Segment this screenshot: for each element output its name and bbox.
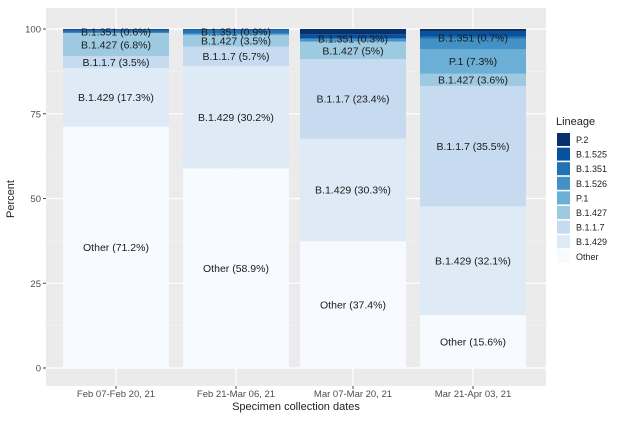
bar-data-label: B.1.1.7 (5.7%) [202, 51, 269, 63]
legend-swatch [557, 148, 570, 161]
bar-data-label: B.1.427 (3.6%) [438, 75, 508, 87]
x-tick-label: Feb 07-Feb 20, 21 [77, 389, 155, 400]
bar-data-label: B.1.351 (0.9%) [201, 27, 271, 39]
bar-data-label: B.1.429 (30.3%) [315, 185, 391, 197]
x-tick-label: Mar 07-Mar 20, 21 [314, 389, 392, 400]
legend-swatch [557, 162, 570, 175]
legend-label: Other [576, 252, 599, 262]
legend-swatch [557, 191, 570, 204]
bar-data-label: Other (37.4%) [320, 299, 386, 311]
bar-data-label: B.1.429 (32.1%) [435, 256, 511, 268]
bar-data-label: P.1 (7.3%) [449, 56, 497, 68]
legend-label: B.1.429 [576, 237, 607, 247]
legend-label: P.1 [576, 193, 588, 203]
bar-data-label: Other (58.9%) [203, 263, 269, 275]
bar-data-label: Other (71.2%) [83, 242, 149, 254]
bar-data-label: B.1.1.7 (23.4%) [317, 94, 390, 106]
x-tick-label: Feb 21-Mar 06, 21 [197, 389, 275, 400]
x-axis: Feb 07-Feb 20, 21 Feb 21-Mar 06, 21 Mar 07… [77, 386, 511, 400]
legend-label: B.1.526 [576, 179, 607, 189]
bar-data-label: Other (15.6%) [440, 336, 506, 348]
x-tick-label: Mar 21-Apr 03, 21 [435, 389, 512, 400]
bar-data-label: B.1.1.7 (35.5%) [437, 141, 510, 153]
legend-label: B.1.525 [576, 150, 607, 160]
bar-data-label: B.1.429 (17.3%) [78, 92, 154, 104]
bar-segment [420, 29, 526, 32]
bar-data-label: B.1.427 (5%) [322, 45, 383, 57]
y-tick-label: 100 [25, 25, 41, 36]
legend-title: Lineage [556, 116, 595, 128]
y-tick-label: 50 [30, 194, 41, 205]
legend: Lineage P.2 B.1.525 B.1.351 B.1.526 P.1 B.1.4… [556, 116, 607, 263]
bar-data-label: B.1.351 (0.3%) [318, 33, 388, 45]
bar-data-label: B.1.351 (0.7%) [438, 32, 508, 44]
y-tick-label: 75 [30, 109, 41, 120]
bar-data-label: B.1.351 (0.6%) [81, 27, 151, 39]
y-axis-title: Percent [5, 180, 17, 218]
legend-label: B.1.1.7 [576, 223, 605, 233]
bar-data-label: B.1.427 (6.8%) [81, 39, 151, 51]
legend-label: P.2 [576, 135, 588, 145]
legend-swatch [557, 177, 570, 190]
bar-data-label: B.1.1.7 (3.5%) [82, 57, 149, 69]
x-axis-title: Specimen collection dates [232, 401, 360, 413]
legend-swatch [557, 133, 570, 146]
legend-swatch [557, 250, 570, 263]
y-axis: 0 25 50 75 100 [25, 25, 46, 375]
y-tick-label: 0 [36, 364, 41, 375]
y-tick-label: 25 [30, 279, 41, 290]
legend-label: B.1.351 [576, 164, 607, 174]
bar-data-label: B.1.429 (30.2%) [198, 112, 274, 124]
legend-swatch [557, 235, 570, 248]
legend-swatch [557, 221, 570, 234]
legend-swatch [557, 206, 570, 219]
legend-label: B.1.427 [576, 208, 607, 218]
